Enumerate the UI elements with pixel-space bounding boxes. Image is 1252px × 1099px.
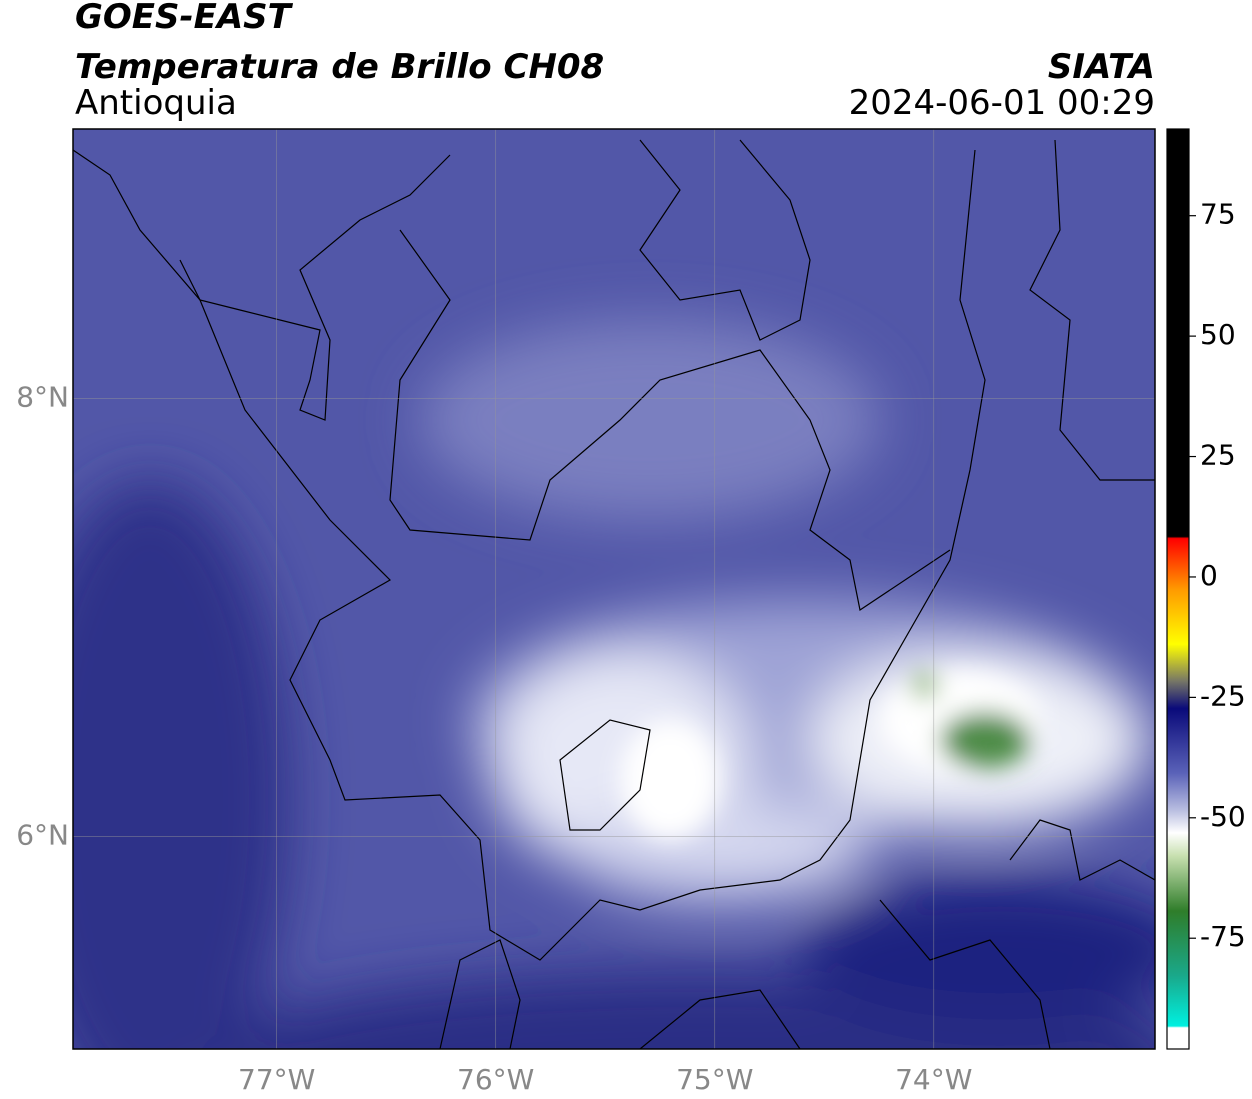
colorbar: [1166, 128, 1190, 1050]
colorbar-tick-label: -75: [1200, 920, 1246, 953]
map-imagery: [73, 129, 1155, 1049]
colorbar-tick-label: 50: [1200, 318, 1236, 351]
colorbar-tick-label: 0: [1200, 559, 1218, 592]
colorbar-tick-label: -50: [1200, 800, 1246, 833]
gridlines: [73, 129, 1155, 1049]
colorbar-tick-label: 25: [1200, 439, 1236, 472]
x-tick-label: 77°W: [238, 1063, 315, 1096]
y-tick-label: 6°N: [16, 819, 69, 852]
colorbar-tick-label: 75: [1200, 198, 1236, 231]
datetime: 2024-06-01 00:29: [849, 83, 1155, 123]
map-frame: [72, 128, 1156, 1050]
x-tick-label: 74°W: [895, 1063, 972, 1096]
source: SIATA: [1048, 47, 1155, 87]
subtitle: Temperatura de Brillo CH08: [75, 47, 604, 87]
colorbar-tick-label: -25: [1200, 679, 1246, 712]
title: GOES-EAST: [75, 0, 294, 37]
y-tick-label: 8°N: [16, 380, 69, 413]
region: Antioquia: [75, 83, 237, 123]
x-tick-label: 75°W: [676, 1063, 753, 1096]
x-tick-label: 76°W: [457, 1063, 534, 1096]
